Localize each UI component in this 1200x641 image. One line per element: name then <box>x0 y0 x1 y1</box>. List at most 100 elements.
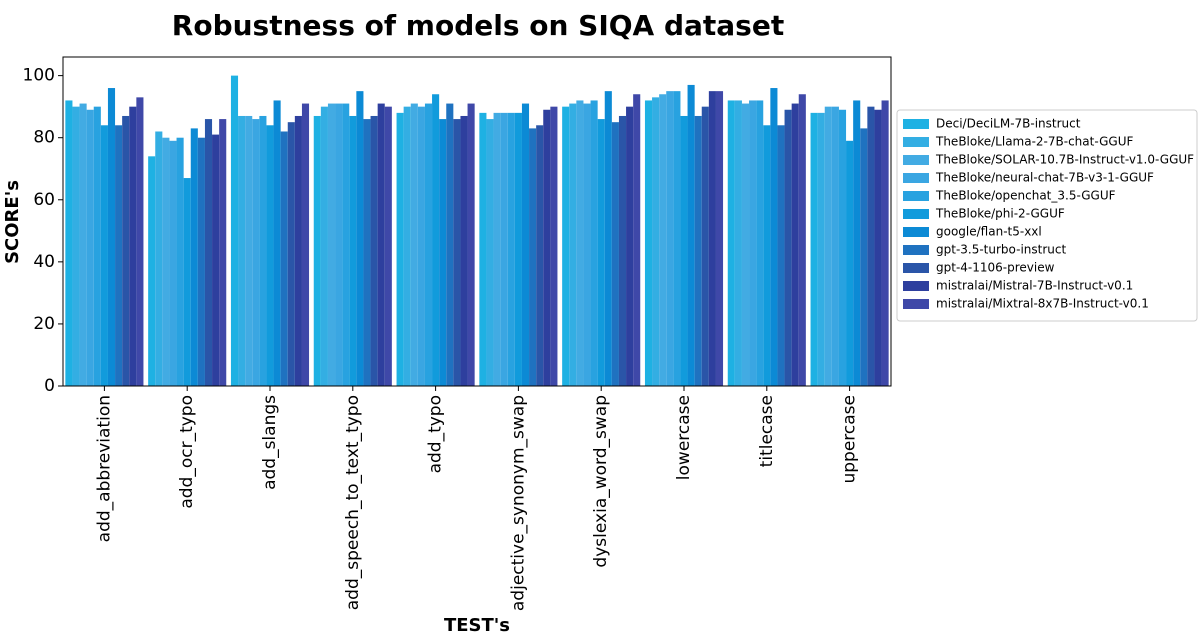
legend-swatch <box>903 191 929 201</box>
y-tick-label: 100 <box>23 66 55 86</box>
bar <box>846 140 854 386</box>
bar <box>238 115 246 386</box>
bar <box>784 109 792 386</box>
bar <box>874 109 882 386</box>
bar <box>550 106 558 386</box>
legend-label: Deci/DeciLM-7B-instruct <box>936 117 1081 131</box>
bar <box>342 103 350 386</box>
bar <box>467 103 475 386</box>
bar <box>219 119 227 386</box>
bar <box>446 103 454 386</box>
bar <box>356 91 364 386</box>
bar <box>715 91 724 386</box>
bar <box>763 125 771 386</box>
bar <box>280 131 288 386</box>
bar <box>486 119 494 386</box>
legend-swatch <box>903 173 929 183</box>
legend-label: TheBloke/Llama-2-7B-chat-GGUF <box>935 135 1133 149</box>
bar <box>590 100 598 386</box>
y-tick-label: 0 <box>44 376 55 396</box>
bar <box>734 100 742 386</box>
y-tick-label: 20 <box>33 314 55 334</box>
legend-swatch <box>903 227 929 237</box>
bar <box>259 115 267 386</box>
bar <box>183 178 191 386</box>
bar <box>432 94 440 386</box>
x-tick-label: titlecase <box>757 395 777 467</box>
legend-label: TheBloke/SOLAR-10.7B-Instruct-v1.0-GGUF <box>935 153 1194 167</box>
bar <box>396 112 404 387</box>
bar <box>100 125 108 386</box>
bar <box>410 103 418 386</box>
bar <box>190 128 198 386</box>
x-tick-label: uppercase <box>840 395 860 484</box>
bar <box>680 115 688 386</box>
x-axis-label: TEST's <box>444 615 510 636</box>
legend-swatch <box>903 209 929 219</box>
x-tick-label: add_ocr_typo <box>177 395 197 509</box>
bar <box>162 137 170 386</box>
bar <box>313 115 321 386</box>
bar <box>867 106 875 386</box>
bar <box>424 103 433 386</box>
legend-swatch <box>903 119 929 129</box>
bar <box>349 115 357 386</box>
bar <box>136 97 144 386</box>
legend-label: TheBloke/openchat_3.5-GGUF <box>935 189 1116 203</box>
bar <box>791 103 799 386</box>
bar <box>659 94 667 386</box>
bar <box>72 106 80 386</box>
bar <box>583 103 591 386</box>
bars-group <box>65 75 889 387</box>
x-tick-label: add_slangs <box>260 395 280 490</box>
x-tick-label: add_speech_to_text_typo <box>343 395 363 610</box>
legend-swatch <box>903 263 929 273</box>
bar <box>122 115 130 386</box>
y-axis: 0 20 40 60 80 100 <box>23 66 63 396</box>
bar <box>204 119 213 386</box>
legend-swatch <box>903 281 929 291</box>
legend-swatch <box>903 299 929 309</box>
bar <box>666 91 674 386</box>
legend-label: mistralai/Mistral-7B-Instruct-v0.1 <box>936 279 1133 293</box>
bar <box>493 112 501 387</box>
legend-swatch <box>903 245 929 255</box>
legend-swatch <box>903 155 929 165</box>
bar <box>230 75 239 387</box>
bar <box>673 91 681 386</box>
bar <box>514 112 522 387</box>
bar <box>860 128 868 386</box>
bar <box>727 100 735 386</box>
bar <box>245 115 253 386</box>
legend-label: gpt-4-1106-preview <box>936 261 1055 275</box>
bar <box>741 103 750 386</box>
bar <box>212 134 220 386</box>
bar <box>107 88 116 386</box>
legend-label: TheBloke/neural-chat-7B-v3-1-GGUF <box>935 171 1154 185</box>
y-axis-label: SCORE's <box>2 180 23 264</box>
bar <box>633 94 641 386</box>
bar <box>569 103 577 386</box>
bar <box>479 112 487 387</box>
bar <box>831 106 839 386</box>
bar <box>604 91 612 386</box>
bar <box>115 125 123 386</box>
x-tick-label: dyslexia_word_swap <box>591 395 611 568</box>
bar <box>644 100 653 386</box>
bar <box>543 109 551 386</box>
bar <box>176 137 184 386</box>
bar <box>708 91 716 386</box>
bar <box>335 103 343 386</box>
bar <box>838 109 847 386</box>
bar <box>403 106 411 386</box>
bar <box>301 103 310 386</box>
bar <box>687 84 695 387</box>
legend-label: TheBloke/phi-2-GGUF <box>935 207 1065 221</box>
legend-frame <box>896 109 1198 322</box>
bar <box>756 100 764 386</box>
bar <box>652 97 660 386</box>
bar <box>749 100 757 386</box>
x-tick-label: add_abbreviation <box>94 395 114 542</box>
bar <box>824 106 832 386</box>
